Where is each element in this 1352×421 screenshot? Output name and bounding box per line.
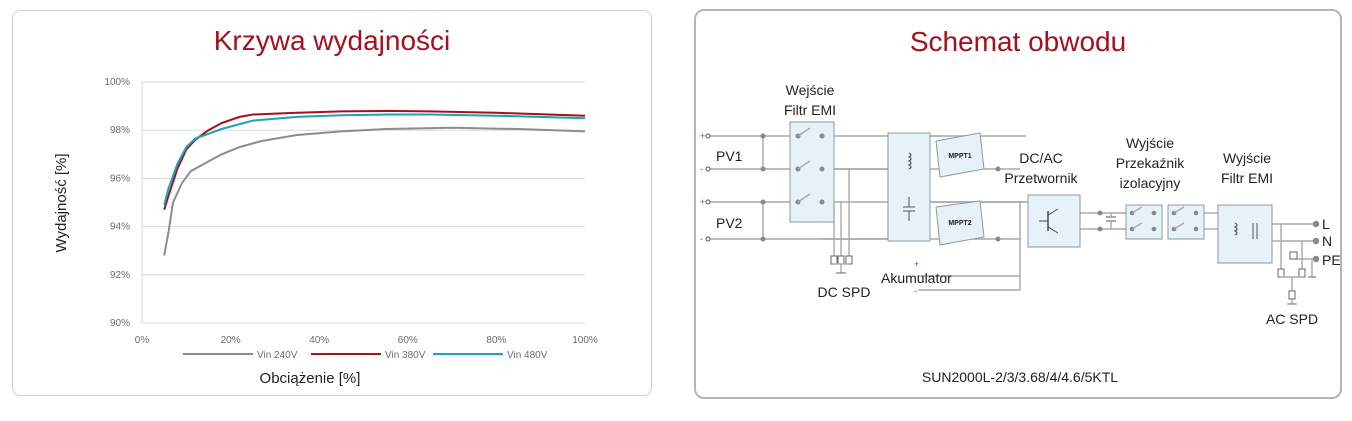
- chart-grid: [141, 81, 585, 324]
- relay-label-2: Przekaźnik: [1116, 155, 1185, 171]
- chart-ticks: 90% 92% 94% 96% 98% 100% 0% 20% 40% 60% 80% 100%: [104, 77, 597, 346]
- input-emi-switches: [795, 127, 825, 205]
- dcac-label-1: DC/AC: [1019, 150, 1063, 166]
- series-line-vin-380v: [163, 109, 586, 210]
- y-tick-label: 100%: [104, 77, 130, 88]
- input-emi-label-2: Filtr EMI: [784, 102, 836, 118]
- circuit-diagram: + - + - PV1 PV2 Wejście Filtr EMI DC: [700, 82, 1341, 385]
- output-emi-label-1: Wyjście: [1223, 150, 1271, 166]
- mppt1-label: MPPT1: [948, 153, 971, 160]
- y-tick-label: 92%: [110, 270, 130, 281]
- y-tick-label: 96%: [110, 173, 130, 184]
- output-n-label: N: [1322, 233, 1332, 249]
- x-tick-label: 20%: [221, 335, 241, 346]
- relay-switches: [1129, 206, 1199, 232]
- boost-block: [887, 132, 931, 242]
- x-tick-label: 60%: [398, 335, 418, 346]
- dc-spd-symbol: [830, 169, 853, 274]
- inductor-icon: [907, 152, 912, 170]
- battery-plus-sign: +: [914, 259, 919, 269]
- x-tick-label: 80%: [486, 335, 506, 346]
- mppt1-block: [935, 132, 985, 178]
- y-tick-label: 90%: [110, 318, 130, 329]
- chart-title: Krzywa wydajności: [213, 25, 451, 56]
- pv2-label: PV2: [716, 215, 743, 231]
- mppt2-label: MPPT2: [948, 220, 971, 227]
- legend-label: Vin 380V: [385, 350, 426, 361]
- efficiency-chart: 90% 92% 94% 96% 98% 100% 0% 20% 40% 60% 80% 100% Vi…: [53, 77, 598, 387]
- input-emi-filter-block: [789, 121, 835, 223]
- circuit-diagram-panel: Schemat obwodu + - + - PV1: [694, 9, 1342, 399]
- dc-spd-label: DC SPD: [818, 284, 871, 300]
- relay-label-1: Wyjście: [1126, 135, 1174, 151]
- output-pe-label: PE: [1322, 252, 1341, 268]
- chart-legend: Vin 240V Vin 380V Vin 480V: [183, 350, 548, 361]
- pv2-plus-sign: +: [700, 197, 705, 207]
- series-line-vin-240v: [163, 126, 586, 256]
- x-tick-label: 40%: [309, 335, 329, 346]
- pv1-label: PV1: [716, 148, 743, 164]
- x-tick-label: 100%: [572, 335, 598, 346]
- mppt2-block: [935, 200, 985, 246]
- battery-minus-sign: -: [914, 286, 917, 296]
- pv1-plus-sign: +: [700, 131, 705, 141]
- relay-block-2: [1167, 204, 1205, 240]
- capacitor-icon: [903, 197, 915, 221]
- ac-spd-label: AC SPD: [1266, 311, 1318, 327]
- y-axis-label: Wydajność [%]: [53, 153, 70, 252]
- ac-spd-symbol: [1277, 224, 1316, 305]
- input-emi-label-1: Wejście: [786, 82, 835, 98]
- legend-label: Vin 480V: [507, 350, 548, 361]
- pv1-minus-sign: -: [700, 164, 703, 174]
- battery-label: Akumulator: [881, 270, 952, 286]
- x-axis-label: Obciążenie [%]: [260, 370, 361, 387]
- model-label: SUN2000L-2/3/3.68/4/4.6/5KTL: [922, 369, 1118, 385]
- relay-block-1: [1125, 204, 1163, 240]
- input-terminals: + - + -: [700, 131, 711, 244]
- dcac-converter-block: [1027, 194, 1081, 248]
- pv2-minus-sign: -: [700, 234, 703, 244]
- output-emi-label-2: Filtr EMI: [1221, 170, 1273, 186]
- transistor-icon: [1039, 208, 1059, 234]
- x-tick-label: 0%: [135, 335, 150, 346]
- series-line-vin-480v: [163, 113, 586, 206]
- efficiency-chart-panel: Krzywa wydajności 90% 92% 94% 96% 98% 100% 0% 2…: [12, 10, 652, 396]
- diagram-title: Schemat obwodu: [909, 26, 1127, 57]
- output-l-label: L: [1322, 216, 1330, 232]
- output-emi-filter-block: [1217, 204, 1273, 264]
- legend-label: Vin 240V: [257, 350, 298, 361]
- y-tick-label: 98%: [110, 125, 130, 136]
- dcac-label-2: Przetwornik: [1004, 170, 1078, 186]
- chart-series: [163, 109, 586, 256]
- relay-label-3: izolacyjny: [1120, 175, 1181, 191]
- y-tick-label: 94%: [110, 222, 130, 233]
